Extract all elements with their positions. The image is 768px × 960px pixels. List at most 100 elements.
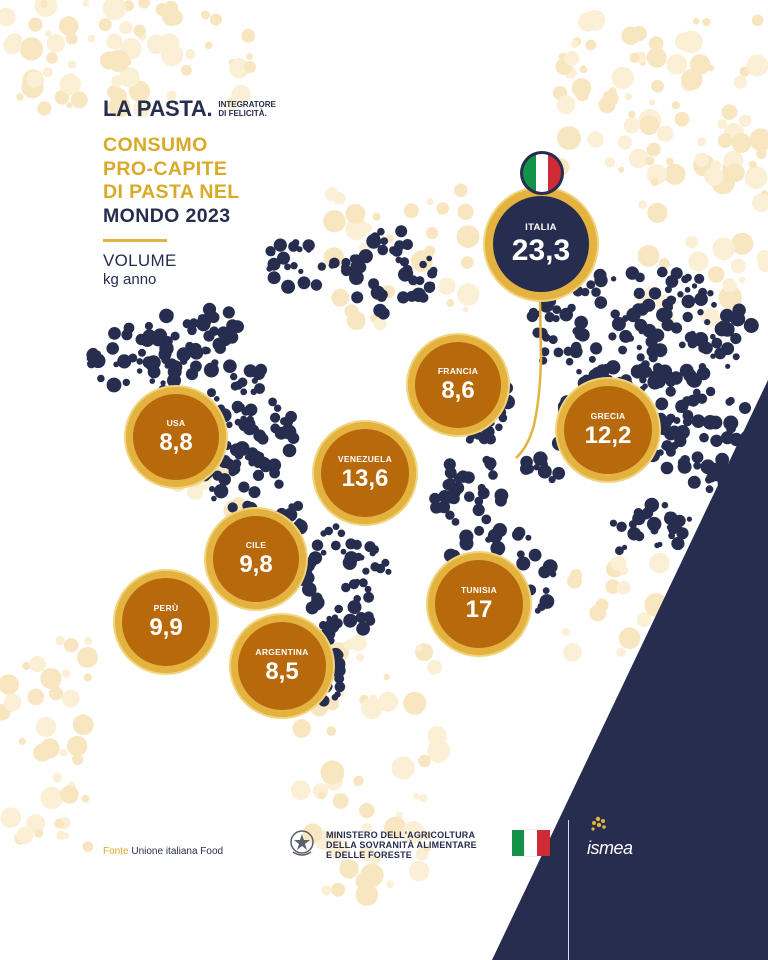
map-dot [217, 408, 232, 423]
decorative-dot [651, 79, 664, 93]
map-dot [671, 536, 685, 551]
map-dot [230, 372, 238, 381]
map-dot [730, 333, 742, 345]
map-dot [159, 308, 174, 324]
decorative-dot [66, 102, 73, 109]
map-dot [541, 333, 551, 342]
decorative-dot [16, 826, 34, 845]
decorative-dot [0, 807, 21, 828]
country-name: ARGENTINA [255, 647, 309, 657]
decorative-dot [418, 754, 431, 768]
map-dot [226, 421, 233, 429]
decorative-dot [138, 0, 151, 9]
map-dot [302, 582, 317, 597]
map-dot [711, 301, 717, 308]
map-dot [201, 346, 210, 355]
map-dot [267, 271, 281, 285]
map-dot [627, 335, 635, 342]
decorative-dot [415, 644, 423, 652]
map-dot [232, 459, 242, 469]
map-dot [285, 426, 295, 436]
map-dot [686, 373, 699, 387]
map-dot [661, 501, 669, 509]
map-dot [251, 377, 258, 384]
decorative-dot [361, 823, 373, 834]
map-dot [267, 458, 282, 472]
map-dot [159, 341, 174, 356]
map-dot [310, 595, 325, 610]
map-dot [159, 353, 165, 360]
decorative-dot [201, 10, 210, 20]
map-dot [146, 358, 160, 372]
map-dot [95, 350, 101, 357]
map-dot [665, 275, 679, 288]
decorative-dot [419, 793, 428, 803]
decorative-dot [694, 152, 710, 167]
map-dot [626, 307, 641, 323]
decorative-dot [320, 760, 345, 785]
map-dot [710, 353, 716, 359]
map-dot [402, 239, 413, 250]
decorative-dot [618, 166, 625, 173]
source-value: Unione italiana Food [131, 846, 224, 857]
map-dot [678, 341, 686, 349]
map-dot [645, 335, 658, 348]
map-dot [317, 262, 326, 271]
decorative-dot [637, 245, 660, 267]
map-dot [408, 275, 419, 286]
map-dot [610, 309, 620, 319]
country-name: TUNISIA [460, 585, 498, 595]
decorative-dot [26, 814, 46, 834]
decorative-dot [292, 719, 311, 738]
map-dot [419, 260, 427, 269]
map-dot [185, 368, 199, 381]
map-dot [739, 402, 751, 414]
decorative-dot [303, 823, 323, 843]
title-line-1: CONSUMO [103, 134, 208, 156]
map-dot [250, 388, 257, 395]
decorative-dot [749, 128, 768, 152]
map-dot [302, 239, 315, 252]
title-line-3: DI PASTA NEL [103, 181, 240, 203]
map-dot [304, 557, 317, 569]
decorative-dot [61, 689, 80, 708]
decorative-dot [618, 627, 641, 649]
map-dot [693, 332, 709, 347]
decorative-dot [702, 18, 711, 27]
decorative-dot [446, 299, 455, 307]
map-dot [144, 321, 153, 331]
map-dot [708, 415, 723, 430]
map-dot [197, 314, 212, 329]
map-dot [242, 500, 253, 511]
map-dot [273, 238, 287, 252]
map-dot [252, 469, 265, 481]
map-dot [87, 359, 97, 369]
decorative-dot [82, 0, 90, 7]
decorative-dot [567, 573, 582, 589]
map-dot [202, 302, 217, 316]
decorative-dot [426, 198, 434, 206]
decorative-dot [738, 276, 746, 284]
map-dot [676, 407, 682, 413]
map-dot [681, 294, 696, 309]
map-dot [418, 292, 429, 303]
map-dot [341, 257, 351, 268]
map-dot [445, 477, 456, 488]
decorative-dot [241, 28, 256, 43]
map-dot [661, 318, 675, 332]
decorative-dot [739, 114, 752, 128]
map-dot [376, 292, 387, 302]
map-dot [636, 353, 645, 362]
map-dot [380, 237, 389, 246]
decorative-dot [77, 647, 98, 668]
map-dot [340, 548, 347, 555]
decorative-dot [46, 34, 66, 53]
decorative-dot [49, 686, 63, 701]
decorative-dot [229, 58, 250, 79]
map-dot [395, 256, 403, 264]
decorative-dot [71, 91, 88, 109]
country-value: 8,5 [265, 658, 299, 685]
decorative-dot [61, 669, 71, 678]
map-dot [705, 386, 716, 397]
